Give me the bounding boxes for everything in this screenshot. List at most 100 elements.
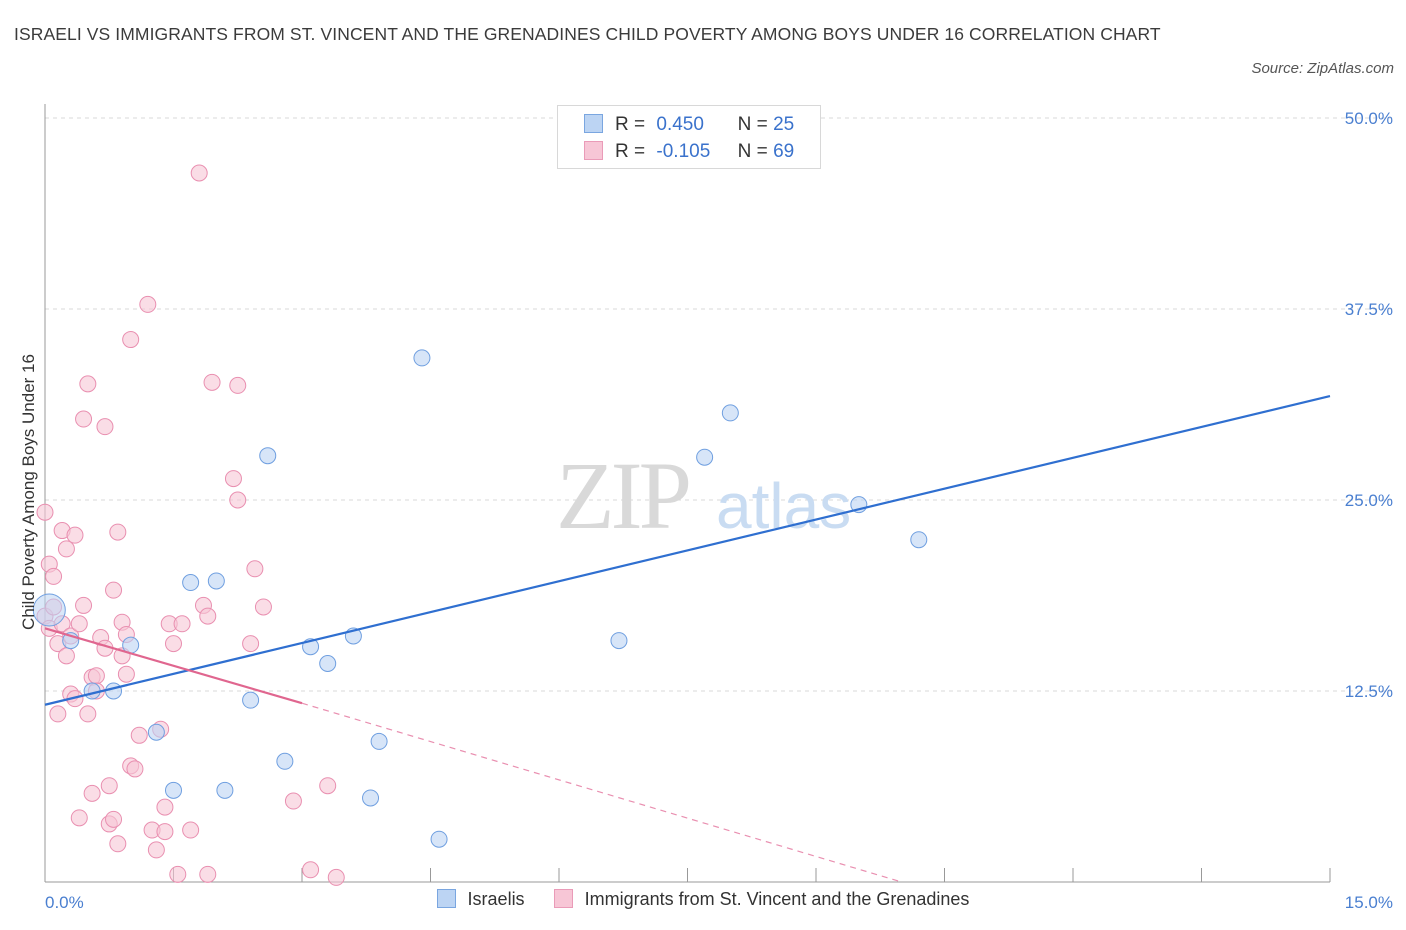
series-legend: Israelis Immigrants from St. Vincent and… — [0, 889, 1406, 910]
trend-line-immigrants-extension — [301, 702, 902, 883]
immigrants-point-50 — [165, 635, 182, 653]
immigrants-point-21 — [79, 705, 97, 723]
immigrants-point-65 — [284, 792, 302, 810]
y-tick-label-0: 12.5% — [1345, 682, 1393, 701]
immigrants-point-0 — [36, 503, 54, 521]
israelis-point-9 — [216, 781, 234, 799]
immigrants-point-7 — [49, 705, 67, 723]
watermark-zip: ZIP — [556, 442, 689, 549]
israelis-point-12 — [276, 752, 294, 770]
immigrants-point-68 — [327, 868, 345, 886]
immigrants-point-32 — [105, 581, 123, 599]
legend-swatch-israelis — [584, 114, 603, 133]
immigrants-point-52 — [173, 615, 191, 633]
trend-line-israelis — [44, 395, 1331, 706]
axes — [44, 104, 1331, 883]
israelis-point-20 — [610, 632, 628, 650]
israelis-point-16 — [362, 789, 380, 807]
israelis-point-7 — [182, 574, 200, 592]
y-tick-label-2: 37.5% — [1345, 300, 1393, 319]
israelis-point-6 — [165, 781, 182, 799]
immigrants-point-30 — [100, 777, 118, 795]
immigrants-point-16 — [70, 809, 88, 827]
israelis-point-18 — [413, 349, 431, 367]
n-value-immigrants: 69 — [773, 141, 795, 162]
trend-line-immigrants — [44, 627, 303, 705]
source-label: Source: ZipAtlas.com — [1251, 60, 1394, 77]
watermark: ZIP atlas — [556, 442, 851, 549]
legend-item-israelis[interactable]: Israelis — [436, 889, 525, 910]
immigrants-point-59 — [224, 470, 242, 488]
israelis-point-11 — [259, 447, 277, 465]
immigrants-point-63 — [246, 560, 264, 578]
immigrants-point-41 — [126, 760, 144, 778]
israelis-point-3 — [105, 682, 123, 700]
immigrants-point-5 — [45, 567, 63, 585]
immigrants-point-51 — [169, 865, 187, 883]
immigrants-point-33 — [109, 523, 127, 541]
y-tick-label-1: 25.0% — [1345, 491, 1393, 510]
immigrants-point-37 — [117, 665, 135, 683]
trend-lines — [44, 395, 1331, 883]
chart-title: ISRAELI VS IMMIGRANTS FROM ST. VINCENT A… — [14, 24, 1161, 44]
immigrants-point-66 — [302, 861, 320, 879]
immigrants-point-47 — [156, 798, 174, 816]
israelis-point-8 — [207, 572, 225, 590]
immigrants-point-23 — [83, 784, 101, 802]
legend-item-immigrants[interactable]: Immigrants from St. Vincent and the Gren… — [553, 889, 969, 910]
immigrants-point-60 — [229, 376, 247, 394]
n-value-israelis: 25 — [773, 114, 795, 135]
immigrants-point-48 — [156, 823, 174, 841]
legend-swatch-immigrants — [553, 889, 573, 908]
x-tick-label-max: 15.0% — [1345, 893, 1393, 912]
immigrants-point-57 — [199, 865, 217, 883]
israelis-point-0 — [32, 593, 66, 627]
israelis-point-22 — [721, 404, 739, 422]
series-israelis-points — [32, 349, 928, 848]
r-value-israelis: 0.450 — [656, 114, 704, 135]
correlation-legend: R = 0.450 N = 25 R = -0.105 N = 69 — [557, 105, 821, 169]
immigrants-point-39 — [122, 331, 140, 349]
immigrants-point-15 — [66, 526, 84, 544]
legend-swatch-israelis — [436, 889, 456, 908]
immigrants-point-53 — [182, 821, 200, 839]
immigrants-point-18 — [75, 410, 93, 428]
israelis-point-5 — [147, 723, 165, 741]
watermark-atlas: atlas — [716, 470, 851, 542]
immigrants-point-27 — [96, 418, 114, 436]
israelis-point-14 — [319, 654, 337, 672]
immigrants-point-67 — [319, 777, 337, 795]
series-immigrants-points — [36, 164, 345, 886]
immigrants-point-11 — [57, 647, 75, 665]
immigrants-point-31 — [105, 810, 123, 828]
immigrants-point-19 — [75, 596, 93, 614]
immigrants-point-17 — [70, 615, 88, 633]
tick-labels: 12.5% 25.0% 37.5% 50.0% 0.0% 15.0% — [45, 109, 1393, 912]
legend-row-immigrants: R = -0.105 N = 69 — [584, 141, 794, 165]
legend-swatch-immigrants — [584, 141, 603, 160]
y-tick-label-3: 50.0% — [1345, 109, 1393, 128]
israelis-point-17 — [370, 732, 388, 750]
immigrants-point-10 — [57, 540, 75, 558]
immigrants-point-56 — [199, 607, 217, 625]
r-value-immigrants: -0.105 — [656, 141, 711, 162]
israelis-point-19 — [430, 830, 448, 848]
israelis-point-24 — [910, 531, 928, 549]
immigrants-point-45 — [147, 841, 165, 859]
immigrants-point-43 — [139, 295, 157, 313]
immigrants-point-64 — [254, 598, 272, 616]
y-axis-label: Child Poverty Among Boys Under 16 — [19, 354, 38, 630]
immigrants-point-34 — [109, 835, 127, 853]
israelis-point-21 — [696, 448, 714, 466]
immigrants-point-20 — [79, 375, 97, 393]
immigrants-point-58 — [203, 373, 221, 391]
immigrants-point-62 — [242, 635, 260, 653]
israelis-point-10 — [242, 691, 260, 709]
immigrants-point-24 — [87, 667, 105, 685]
immigrants-point-54 — [190, 164, 208, 182]
gridlines — [45, 117, 1392, 692]
immigrants-point-61 — [229, 491, 247, 509]
legend-row-israelis: R = 0.450 N = 25 — [584, 114, 794, 138]
x-tick-label-min: 0.0% — [45, 893, 84, 912]
